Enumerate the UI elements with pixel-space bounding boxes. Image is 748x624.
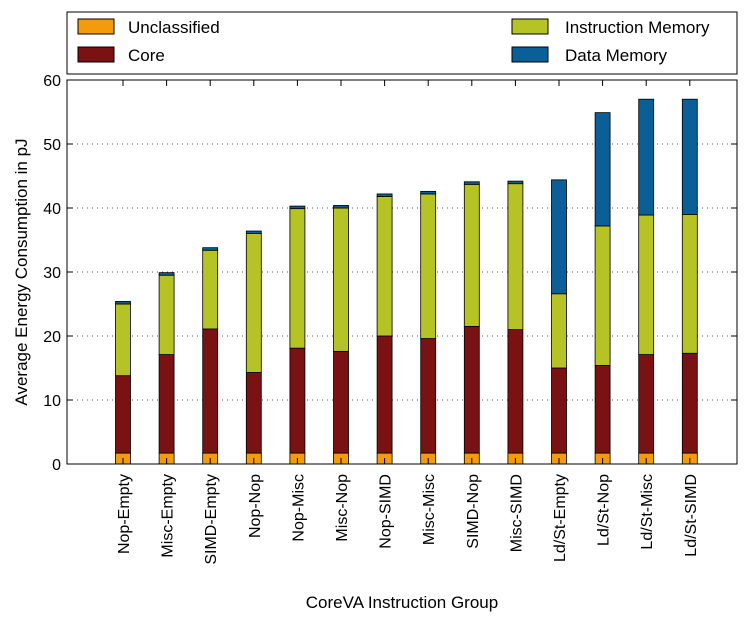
x-tick-label: Misc-Nop — [334, 474, 351, 542]
bar-segment-instruction-memory — [115, 303, 131, 377]
bar-segment-core — [638, 354, 655, 454]
x-tick-label: SIMD-Empty — [203, 474, 220, 565]
bar-segment-core — [681, 352, 698, 454]
bar-segment-data-memory — [376, 193, 393, 197]
bar-segment-core — [202, 328, 219, 454]
bar-segment-data-memory — [245, 230, 262, 234]
bar-segment-core — [551, 367, 567, 454]
bar-segment-instruction-memory — [333, 207, 349, 352]
bar-segment-data-memory — [420, 190, 437, 195]
x-tick-label: Misc-Empty — [160, 474, 177, 558]
bar-segment-instruction-memory — [376, 196, 393, 337]
bar-segment-instruction-memory — [638, 214, 655, 355]
legend-box — [66, 11, 738, 75]
bar-stacks — [115, 98, 698, 465]
bar-segment-instruction-memory — [681, 213, 698, 354]
bar-segment-core — [333, 350, 349, 454]
bar-segment-core — [158, 354, 175, 454]
bar-segment-instruction-memory — [551, 293, 567, 369]
legend-label-core: Core — [128, 46, 165, 65]
x-tick-label: Nop-Misc — [290, 474, 307, 542]
bar-segment-instruction-memory — [594, 225, 611, 366]
bar-segment-instruction-memory — [158, 274, 175, 355]
bar-segment-data-memory — [202, 247, 219, 251]
y-axis: 0 10 20 30 40 50 60 — [43, 73, 737, 474]
x-tick-label: Ld/St-SIMD — [683, 474, 700, 557]
legend-swatch-data-memory — [511, 46, 549, 63]
bar-segment-data-memory — [681, 98, 698, 215]
x-axis-title: CoreVA Instruction Group — [306, 593, 498, 612]
bar-segment-data-memory — [158, 272, 175, 276]
x-tick-label: SIMD-Nop — [465, 474, 482, 549]
bar-segment-data-memory — [115, 301, 131, 305]
y-tick-label: 20 — [43, 329, 61, 346]
bar-segment-data-memory — [638, 98, 655, 216]
bar-segment-instruction-memory — [202, 249, 219, 330]
bar-segment-core — [376, 335, 393, 454]
bar-segment-instruction-memory — [245, 233, 262, 373]
x-tick-label: Ld/St-Misc — [639, 474, 656, 550]
bar-segment-core — [463, 325, 480, 454]
bar-segment-core — [245, 372, 262, 454]
legend-label-unclassified: Unclassified — [128, 18, 220, 37]
bar-segment-data-memory — [463, 181, 480, 185]
x-axis: Nop-Empty Misc-Empty SIMD-Empty Nop-Nop Nop-… — [116, 80, 700, 565]
bar-segment-core — [420, 338, 437, 454]
bar-segment-data-memory — [594, 112, 611, 227]
bar-segment-core — [115, 375, 131, 454]
bar-segment-data-memory — [551, 179, 567, 295]
bar-segment-instruction-memory — [420, 193, 437, 339]
bar-segment-core — [507, 329, 524, 454]
y-tick-label: 0 — [52, 457, 61, 474]
x-tick-label: Misc-SIMD — [508, 474, 525, 552]
bar-segment-core — [594, 365, 611, 454]
bar-segment-data-memory — [333, 205, 349, 209]
bar-segment-instruction-memory — [507, 183, 524, 330]
legend-swatch-instruction-memory — [511, 18, 549, 35]
y-tick-label: 50 — [43, 137, 61, 154]
bar-segment-instruction-memory — [463, 183, 480, 327]
x-tick-label: Ld/St-Nop — [596, 474, 613, 546]
gridlines — [67, 143, 737, 401]
y-tick-label: 10 — [43, 393, 61, 410]
y-tick-label: 40 — [43, 201, 61, 218]
y-tick-label: 30 — [43, 265, 61, 282]
legend-label-instruction-memory: Instruction Memory — [565, 18, 710, 37]
bar-segment-data-memory — [289, 205, 306, 210]
bar-segment-instruction-memory — [289, 208, 306, 349]
x-tick-label: Misc-Misc — [421, 474, 438, 545]
x-tick-label: Ld/St-Empty — [552, 474, 569, 562]
legend-swatch-core — [77, 46, 115, 63]
bar-segment-data-memory — [507, 180, 524, 185]
legend-swatch-unclassified — [77, 18, 115, 35]
x-tick-label: Nop-Empty — [116, 474, 133, 554]
bar-segment-core — [289, 347, 306, 454]
legend: Unclassified Core Instruction Memory Dat… — [66, 11, 738, 75]
y-axis-title: Average Energy Consumption in pJ — [12, 138, 31, 405]
legend-label-data-memory: Data Memory — [565, 46, 668, 65]
y-tick-label: 60 — [43, 73, 61, 90]
x-tick-label: Nop-SIMD — [378, 474, 395, 549]
x-tick-label: Nop-Nop — [247, 474, 264, 538]
